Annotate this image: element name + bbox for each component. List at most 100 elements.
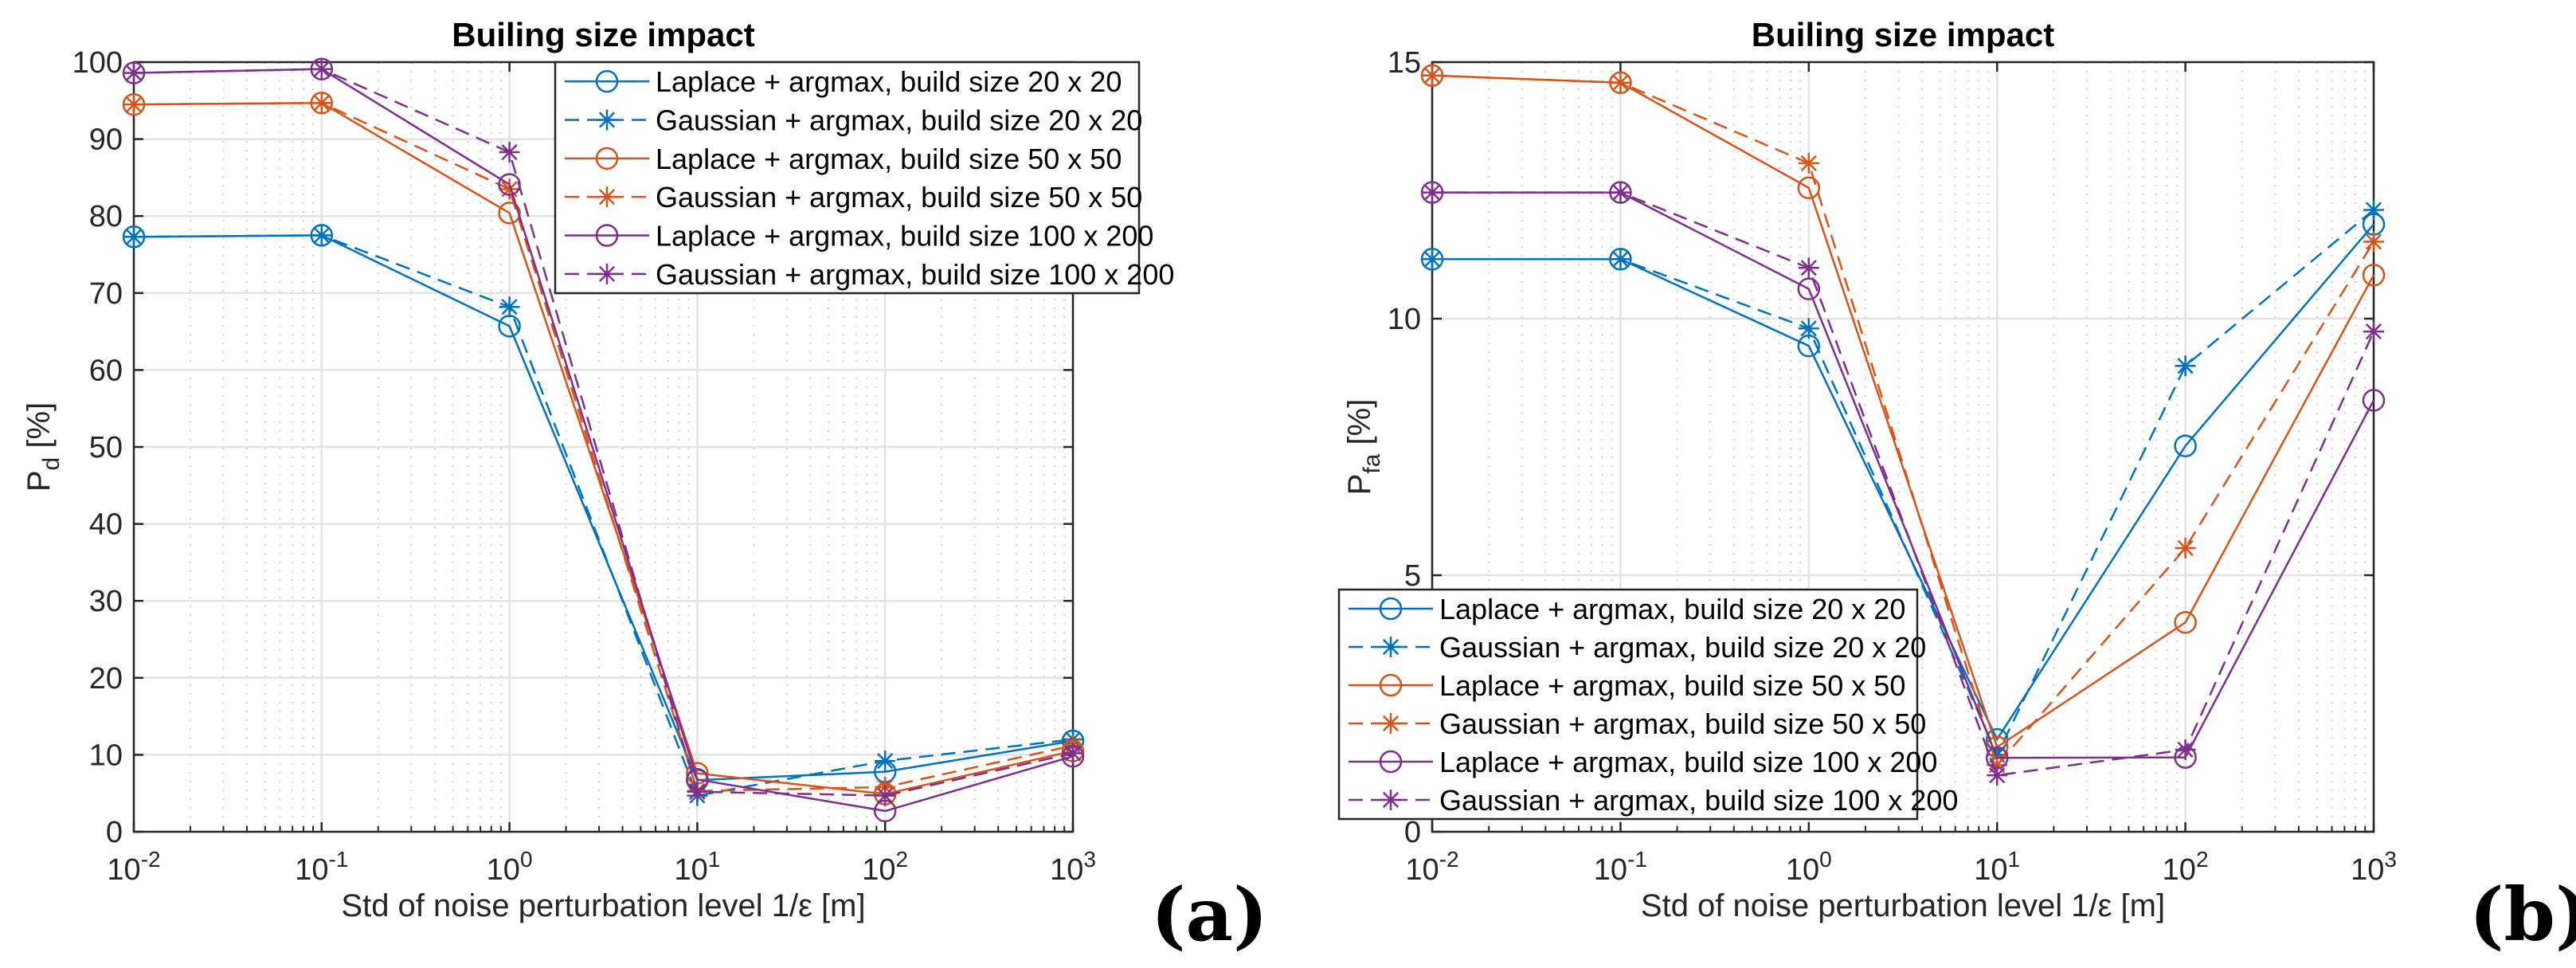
series-line [1431,74,2375,767]
legend-item: Gaussian + argmax, build size 100 x 200 [1349,784,1958,817]
legend-label: Laplace + argmax, build size 20 x 20 [1439,593,1905,625]
data-point [1422,182,1443,203]
legend-item: Laplace + argmax, build size 50 x 50 [1349,669,1905,702]
legend-marker [595,69,619,93]
series [123,58,1083,806]
panel-label: (b) [2469,872,2576,958]
x-tick-label: 101 [1974,847,2020,887]
data-point [2174,434,2197,457]
series [1422,182,2384,786]
chart-panel-b: 0 5 10 15 10-2 10-1 100 101 102 103 Builing size i… [1337,16,2576,958]
legend-label: Laplace + argmax, build size 100 x 200 [1439,746,1937,778]
y-axis-label: Pd [%] [22,402,65,492]
data-point [1610,249,1631,270]
y-tick-label: 10 [89,739,123,772]
y-tick-label: 60 [89,354,123,387]
x-tick-label: 10-1 [1594,847,1647,887]
data-point [875,785,896,806]
y-tick-label: 50 [89,431,123,464]
legend-label: Laplace + argmax, build size 100 x 200 [656,220,1153,253]
legend-marker [597,186,617,208]
data-point [2363,231,2384,253]
y-tick-label: 15 [1388,46,1421,80]
legend-item: Laplace + argmax, build size 20 x 20 [565,65,1122,98]
x-axis-label: Std of noise perturbation level 1/ε [m] [1641,888,2165,923]
data-point [123,62,144,84]
legend-item: Gaussian + argmax, build size 100 x 200 [565,258,1174,291]
legend-label: Gaussian + argmax, build size 50 x 50 [1439,707,1926,740]
legend-label: Laplace + argmax, build size 20 x 20 [656,65,1122,98]
y-tick-label: 80 [89,200,123,233]
chart-title: Builing size impact [452,16,754,53]
x-tick-label: 103 [2351,847,2397,887]
x-tick-label: 101 [674,847,720,887]
data-point [1797,176,1821,200]
data-point [1987,765,2008,786]
data-point [311,58,332,80]
data-point [875,750,896,772]
legend-item: Gaussian + argmax, build size 50 x 50 [565,181,1142,214]
x-tick-label: 100 [487,847,533,887]
legend-label: Gaussian + argmax, build size 20 x 20 [656,104,1142,137]
series [123,225,1083,806]
y-tick-label: 90 [89,123,123,157]
series-line [133,68,1074,797]
legend-label: Gaussian + argmax, build size 20 x 20 [1439,631,1926,664]
data-point [1798,152,1819,174]
series-line [133,234,1074,782]
data-point [2175,355,2196,377]
x-axis-label: Std of noise perturbation level 1/ε [m] [341,888,865,923]
legend-item: Laplace + argmax, build size 20 x 20 [1349,593,1905,625]
data-point [2363,199,2384,221]
data-point [1422,249,1443,270]
panel-label: (a) [1151,872,1268,958]
chart-title: Builing size impact [1752,16,2054,53]
data-point [499,296,520,318]
legend-label: Gaussian + argmax, build size 50 x 50 [656,181,1142,214]
legend-label: Gaussian + argmax, build size 100 x 200 [1439,784,1958,817]
data-point [2362,389,2386,412]
data-point [2362,264,2386,287]
data-point [2175,537,2196,558]
legend-box [1337,588,1919,821]
data-point [1797,277,1821,300]
legend-label: Gaussian + argmax, build size 100 x 200 [656,258,1174,291]
legend-marker [595,147,619,170]
y-tick-label: 70 [89,277,123,311]
legend-marker [1379,750,1403,774]
series [122,224,1085,792]
x-tick-label: 10-2 [1405,847,1458,887]
series-line [1432,191,2375,777]
series-line [1432,209,2374,758]
x-tick-label: 100 [1786,847,1832,887]
data-point [498,202,521,225]
y-axis-label: Pfa [%] [1342,399,1385,496]
data-point [1422,65,1443,86]
x-tick-label: 102 [862,847,908,887]
legend-item: Gaussian + argmax, build size 20 x 20 [1349,631,1926,664]
data-point [499,178,520,200]
data-point [1798,318,1819,339]
y-tick-label: 20 [89,662,123,696]
legend: Laplace + argmax, build size 20 x 20 Gaus… [554,61,1174,295]
legend-label: Laplace + argmax, build size 50 x 50 [1439,669,1905,702]
chart-panel-a: 0 10 20 30 40 50 60 70 80 90 100 10-2 10-1 100 101 102 1… [22,16,1268,958]
data-point [2174,610,2197,634]
data-point [1063,743,1083,764]
data-point [2175,739,2196,760]
legend-marker [1380,790,1401,810]
data-point [123,94,144,116]
data-point [2363,321,2384,343]
x-tick-label: 102 [2163,847,2209,887]
legend-label: Laplace + argmax, build size 50 x 50 [656,143,1122,175]
legend-marker [597,109,617,131]
y-tick-label: 0 [106,816,123,849]
legend-marker [1379,673,1403,697]
legend-item: Gaussian + argmax, build size 20 x 20 [565,104,1142,137]
series-line [133,234,1074,798]
data-point [311,92,332,114]
legend-item: Laplace + argmax, build size 100 x 200 [565,220,1153,253]
legend-marker [1380,637,1401,657]
y-tick-label: 100 [72,46,123,80]
